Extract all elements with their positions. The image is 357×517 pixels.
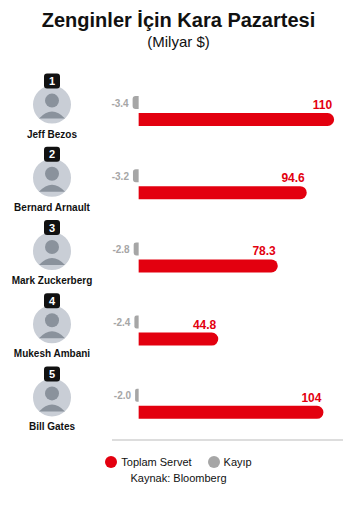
svg-text:3: 3 — [49, 222, 55, 234]
svg-text:4: 4 — [49, 295, 56, 307]
svg-text:Bernard Arnault: Bernard Arnault — [14, 202, 90, 213]
html-text:Toplam Servet: Toplam Servet — [121, 456, 192, 468]
svg-text:110: 110 — [313, 98, 333, 112]
svg-text:2: 2 — [49, 148, 55, 160]
html-text:Kayıp: Kayıp — [223, 456, 252, 468]
svg-text:94.6: 94.6 — [281, 171, 305, 185]
svg-text:78.3: 78.3 — [252, 244, 276, 258]
html-text:(Milyar $): (Milyar $) — [147, 33, 210, 50]
svg-text:44.8: 44.8 — [193, 318, 217, 332]
svg-text:-2.4: -2.4 — [113, 317, 131, 328]
html-text:Kaynak: Bloomberg: Kaynak: Bloomberg — [130, 472, 227, 484]
svg-text:5: 5 — [49, 368, 55, 380]
html-text:Zenginler İçin Kara Pazartesi: Zenginler İçin Kara Pazartesi — [41, 9, 316, 31]
svg-text:-2.8: -2.8 — [112, 244, 130, 255]
svg-text:104: 104 — [301, 391, 321, 405]
svg-text:-2.0: -2.0 — [114, 390, 132, 401]
svg-text:-3.4: -3.4 — [111, 98, 129, 109]
svg-text:Jeff Bezos: Jeff Bezos — [27, 129, 77, 140]
svg-text:1: 1 — [49, 75, 55, 87]
svg-text:Bill Gates: Bill Gates — [29, 421, 76, 432]
svg-text:Mukesh Ambani: Mukesh Ambani — [14, 348, 91, 359]
svg-text:Mark Zuckerberg: Mark Zuckerberg — [12, 275, 93, 286]
svg-text:-3.2: -3.2 — [112, 171, 130, 182]
